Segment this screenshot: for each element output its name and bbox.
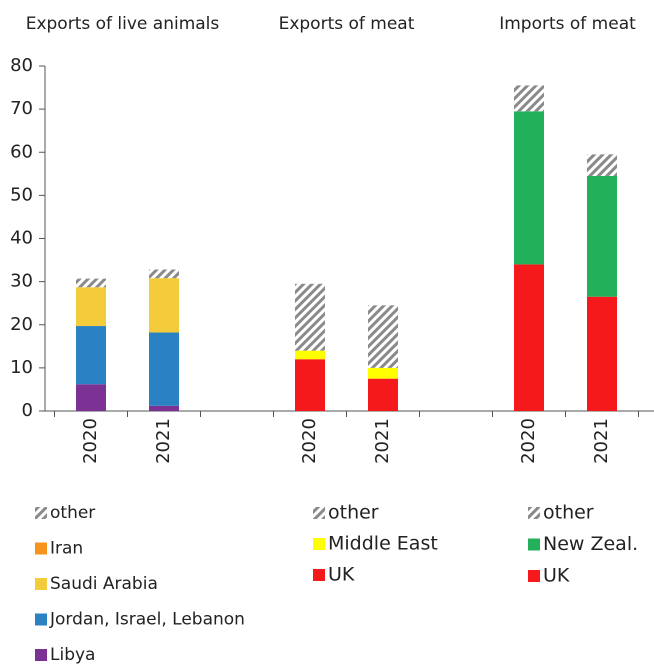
y-tick-label: 50 [10,184,33,205]
x-tick-label: 2021 [372,418,393,464]
legend-swatch [35,507,47,519]
legend-label: other [543,502,594,524]
bar-segment [76,278,106,288]
y-tick-label: 60 [10,141,33,162]
legend-label: New Zeal. [543,533,638,555]
y-tick-label: 70 [10,98,33,119]
legend-swatch [35,578,47,590]
legend-label: other [328,502,379,524]
legend-label: other [50,503,95,523]
legend-label: Jordan, Israel, Lebanon [49,610,245,630]
bar-segment [587,296,617,411]
y-tick-label: 40 [10,228,33,249]
legend-swatch [313,569,325,581]
legend-swatch [528,507,540,519]
x-tick-label: 2020 [80,418,101,464]
y-tick-label: 80 [10,55,33,76]
legend-swatch [35,542,47,555]
bar-segment [149,269,179,279]
bar-segment [514,264,544,411]
bar-segment [368,305,398,368]
legend-label: UK [328,564,355,586]
x-tick-label: 2021 [591,418,612,464]
bar-segment [587,154,617,176]
y-tick-label: 30 [10,271,33,292]
x-tick-label: 2021 [153,418,174,464]
bar-segment [368,367,398,379]
x-tick-label: 2020 [518,418,539,464]
legend-swatch [35,649,47,661]
bar-segment [368,378,398,411]
bar-segment [149,278,179,333]
y-tick-label: 0 [22,400,33,421]
legend-label: Middle East [328,533,438,555]
bar-segment [76,287,106,327]
group-title: Exports of meat [279,14,415,34]
legend-label: Iran [50,539,83,559]
legend-swatch [35,613,47,626]
legend-label: Saudi Arabia [50,574,158,594]
bar-segment [295,350,325,360]
legend-swatch [313,507,325,519]
bar-segment [76,326,106,385]
bar-segment [587,175,617,297]
bar-segment [76,384,106,411]
y-tick-label: 20 [10,314,33,335]
legend-swatch [528,538,540,551]
group-title: Imports of meat [499,14,636,34]
bar-segment [514,85,544,112]
legend-label: Libya [50,645,95,665]
legend-swatch [313,538,325,550]
y-tick-label: 10 [10,357,33,378]
legend-label: UK [543,565,570,587]
x-tick-label: 2020 [299,418,320,464]
bar-segment [514,111,544,265]
bar-segment [149,405,179,411]
group-title: Exports of live animals [26,14,220,34]
bar-segment [295,283,325,351]
bar-segment [295,359,325,411]
bar-segment [149,332,179,406]
legend-swatch [528,570,540,582]
